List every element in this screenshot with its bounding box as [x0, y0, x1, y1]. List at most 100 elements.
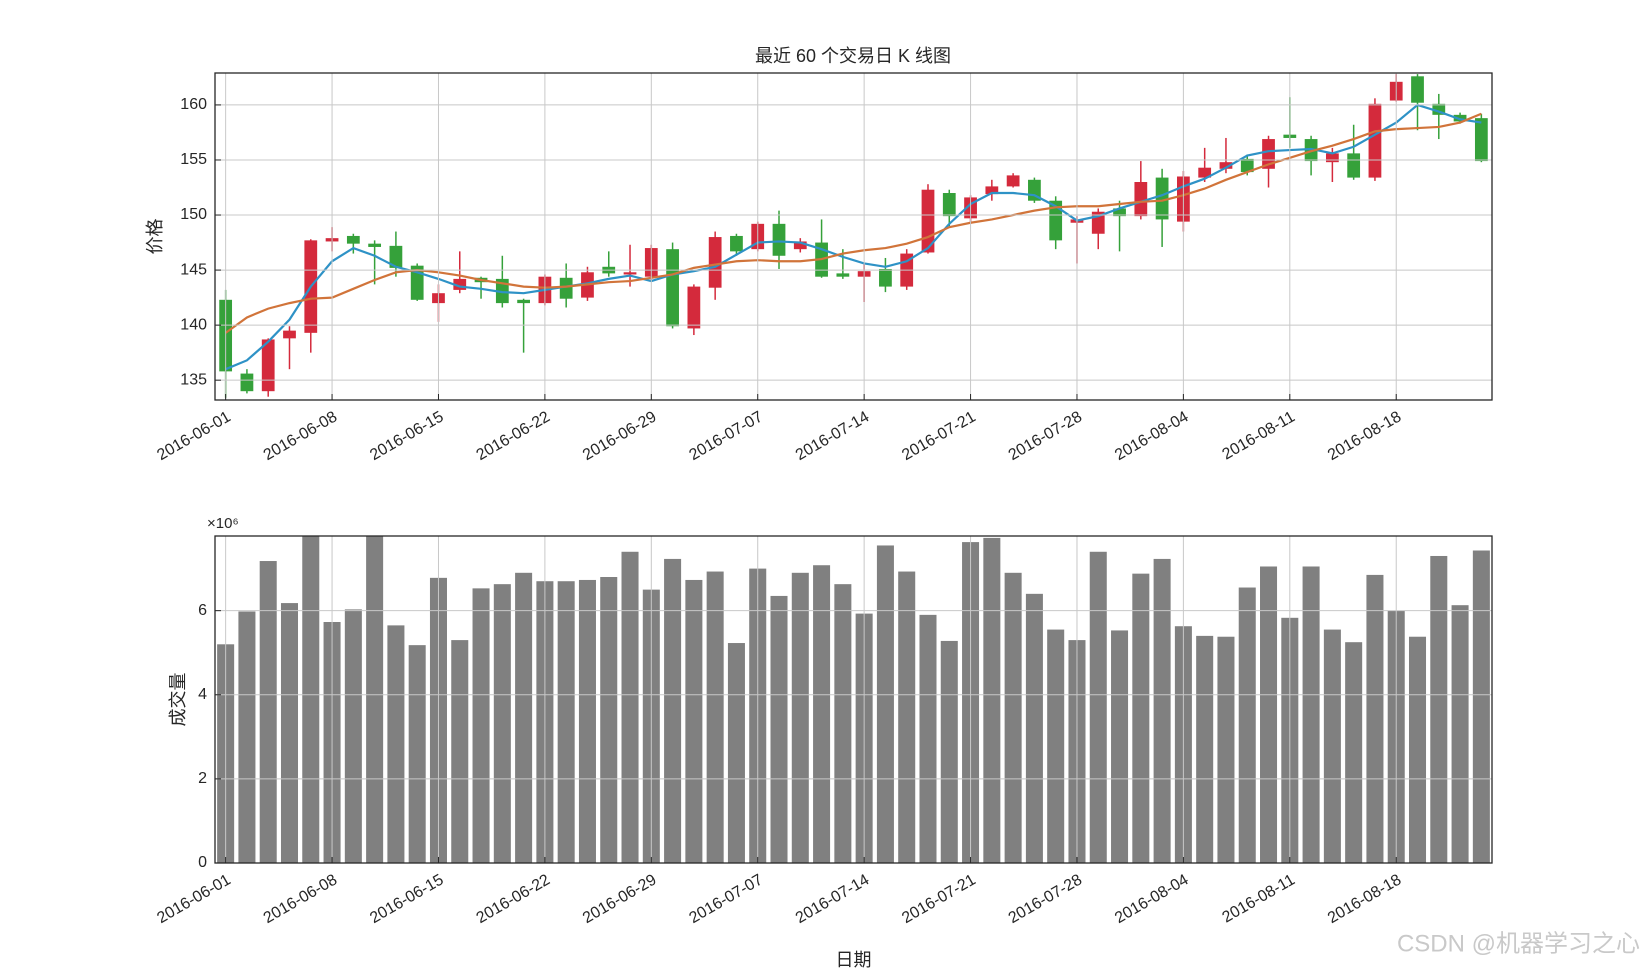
candle-body	[623, 272, 637, 275]
candle-body	[283, 330, 296, 339]
candle-body	[1325, 153, 1339, 163]
candle-body	[879, 268, 892, 287]
candle-body	[559, 277, 573, 299]
bar	[1153, 558, 1171, 863]
candle-body	[1006, 175, 1020, 187]
bar	[664, 558, 682, 863]
candle-body	[793, 241, 807, 250]
candle-body	[1411, 76, 1424, 103]
x-tick-label: 2016-07-07	[686, 408, 765, 464]
bar	[280, 603, 299, 863]
candle-body	[1134, 182, 1148, 217]
x-tick-label: 2016-08-04	[1112, 871, 1191, 927]
bar	[238, 611, 256, 863]
x-tick-label: 2016-07-28	[1006, 871, 1085, 927]
bar	[1302, 566, 1320, 863]
axes-frame	[214, 535, 1493, 864]
bar	[898, 571, 916, 863]
y-tick-label: 150	[180, 206, 207, 223]
plot-area	[219, 74, 1488, 398]
candle-body	[1049, 200, 1063, 241]
candle-body	[1219, 162, 1233, 169]
bar	[1408, 636, 1427, 863]
x-tick-label: 2016-07-21	[899, 871, 978, 927]
x-axis-label: 日期	[836, 950, 872, 970]
y-tick-label: 145	[180, 261, 207, 278]
candle-body	[730, 235, 743, 252]
x-tick-label: 2016-07-07	[686, 871, 765, 927]
x-tick-label: 2016-08-18	[1325, 408, 1404, 464]
bar	[472, 588, 490, 863]
bar	[1196, 635, 1214, 863]
x-tick-label: 2016-07-28	[1006, 408, 1085, 464]
candle-body	[836, 273, 850, 277]
bar	[791, 572, 809, 863]
candle-body	[1262, 139, 1275, 169]
bar	[515, 572, 533, 863]
bar	[1089, 551, 1107, 863]
bar	[621, 551, 639, 863]
bar	[1004, 572, 1022, 863]
candle-body	[517, 299, 530, 304]
candle-body	[772, 223, 786, 256]
candle-body	[261, 339, 275, 392]
y-axis-label: 成交量	[168, 673, 188, 727]
moving-average-line	[224, 112, 1482, 334]
y-tick-label: 4	[198, 686, 207, 703]
bar	[493, 584, 511, 863]
x-tick-label: 2016-06-01	[154, 408, 233, 464]
candle-body	[666, 249, 679, 327]
y-tick-label: 0	[198, 854, 207, 871]
x-tick-label: 2016-08-11	[1220, 408, 1298, 463]
x-tick-label: 2016-06-22	[474, 408, 553, 464]
x-tick-label: 2016-06-15	[367, 408, 446, 464]
candle-body	[708, 237, 722, 288]
bar	[983, 537, 1001, 863]
y-multiplier: ×10⁶	[207, 515, 239, 532]
x-tick-label: 2016-06-01	[154, 871, 233, 927]
bar	[1430, 555, 1448, 863]
bar	[1111, 630, 1129, 863]
bar	[557, 581, 575, 863]
y-tick-label: 160	[180, 96, 207, 113]
x-tick-label: 2016-06-08	[261, 871, 340, 927]
candle-body	[1368, 103, 1382, 178]
bar	[813, 565, 831, 863]
bar	[685, 579, 703, 863]
plot-area	[217, 536, 1490, 863]
bar	[1132, 573, 1150, 863]
bar	[1047, 629, 1065, 863]
bar	[770, 595, 788, 863]
bar	[259, 561, 277, 863]
bar	[1217, 636, 1235, 863]
x-tick-label: 2016-08-18	[1325, 871, 1404, 927]
moving-average-line	[225, 103, 1482, 371]
chart-title: 最近 60 个交易日 K 线图	[755, 46, 951, 66]
x-tick-label: 2016-07-14	[793, 408, 872, 464]
x-tick-label: 2016-06-15	[367, 871, 446, 927]
candle-body	[1113, 208, 1126, 217]
axes-frame	[214, 72, 1493, 401]
candle-body	[1474, 118, 1488, 162]
x-tick-label: 2016-08-11	[1220, 871, 1298, 926]
x-tick-label: 2016-08-04	[1112, 408, 1191, 464]
bar	[451, 640, 469, 863]
x-tick-label: 2016-07-14	[793, 871, 872, 927]
bar	[834, 584, 852, 863]
x-tick-label: 2016-06-08	[261, 408, 340, 464]
y-axis-label: 价格	[145, 219, 165, 255]
bar	[940, 640, 958, 863]
bar	[408, 645, 426, 863]
bar	[344, 609, 362, 863]
candle-body	[985, 186, 999, 195]
candle-body	[1155, 177, 1169, 220]
bar	[876, 545, 894, 863]
watermark: CSDN @机器学习之心	[1397, 930, 1640, 957]
bar	[706, 571, 724, 863]
y-tick-label: 135	[180, 371, 207, 388]
candle-body	[1432, 103, 1446, 115]
x-tick-label: 2016-06-22	[474, 871, 553, 927]
bar	[578, 579, 596, 863]
candle-body	[1198, 167, 1212, 178]
candle-body	[240, 373, 254, 392]
